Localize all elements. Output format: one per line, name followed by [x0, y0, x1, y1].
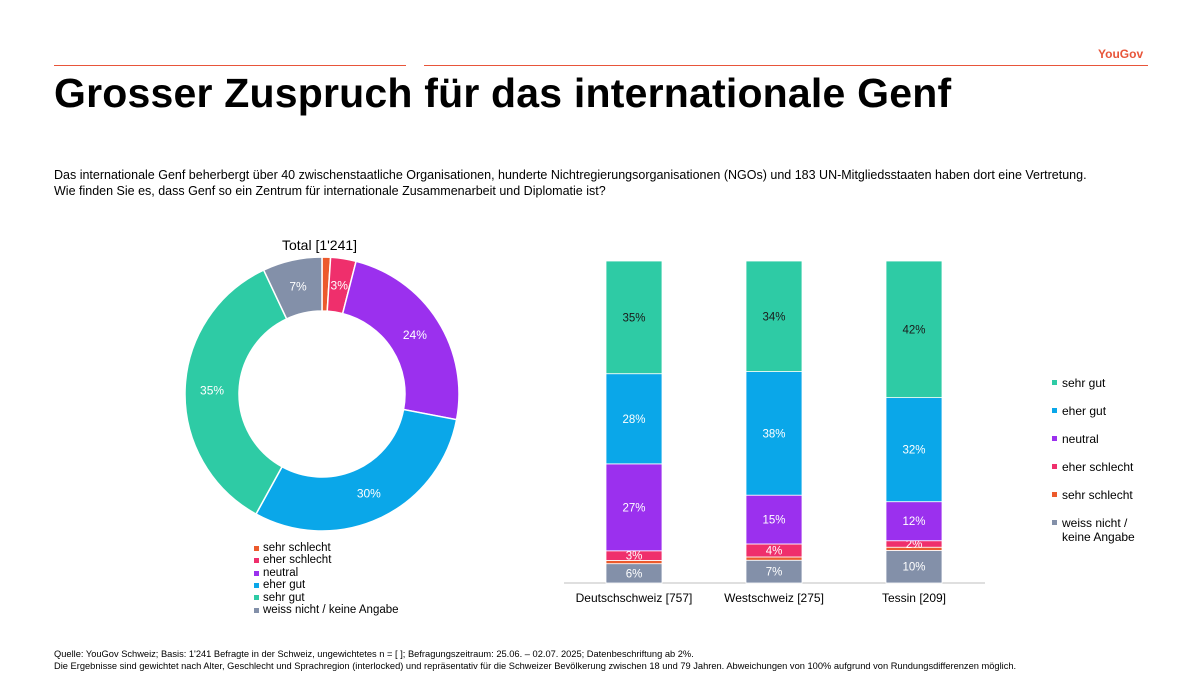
- intro-line: Das internationale Genf beherbergt über …: [54, 168, 1087, 182]
- bar-segment-eher-gut: [605, 373, 663, 465]
- bar-segment-neutral: [885, 501, 943, 542]
- bar-label-neutral: 12%: [902, 516, 925, 528]
- legend-swatch: [254, 582, 259, 588]
- bar-label-eher-schlecht: 4%: [766, 545, 783, 557]
- donut-label-eher-schlecht: 3%: [331, 278, 349, 292]
- legend-label: eher gut: [1062, 404, 1107, 418]
- x-tick-label: Westschweiz [275]: [724, 591, 824, 605]
- legend-label: weiss nicht / keine Angabe: [263, 604, 399, 617]
- bar-legend-item-weiss-nicht-keine-angabe: weiss nicht / keine Angabe: [1052, 516, 1162, 544]
- legend-swatch: [254, 545, 259, 551]
- bar-label-neutral: 27%: [622, 502, 645, 514]
- x-tick-label: Deutschschweiz [757]: [576, 591, 693, 605]
- bar-label-eher-schlecht: 3%: [626, 551, 643, 563]
- legend-label: sehr gut: [1062, 376, 1106, 390]
- donut-title: Total [1'241]: [282, 237, 358, 253]
- bar-legend-item-eher-gut: eher gut: [1052, 404, 1162, 418]
- bar-legend-item-neutral: neutral: [1052, 432, 1162, 446]
- bar-label-neutral: 15%: [762, 515, 785, 527]
- donut-slice-neutral: [341, 260, 460, 421]
- bar-label-eher-gut: 38%: [762, 428, 785, 440]
- bar-legend-item-eher-schlecht: eher schlecht: [1052, 460, 1162, 474]
- donut-label-eher-gut: 30%: [357, 487, 381, 501]
- bar-label-sehr-gut: 35%: [622, 312, 645, 324]
- bar-label-weiss-nicht-keine-angabe: 10%: [902, 562, 925, 574]
- intro-text: Das internationale Genf beherbergt über …: [54, 168, 1154, 199]
- donut-legend-item-neutral: neutral: [254, 567, 399, 579]
- legend-swatch: [254, 607, 259, 613]
- footnote: Quelle: YouGov Schweiz; Basis: 1'241 Bef…: [54, 648, 1016, 672]
- donut-label-sehr-gut: 35%: [200, 384, 224, 398]
- bar-label-eher-schlecht: 2%: [906, 539, 923, 551]
- bar-legend-item-sehr-gut: sehr gut: [1052, 376, 1162, 390]
- donut-legend-item-weiss-nicht-keine-angabe: weiss nicht / keine Angabe: [254, 604, 399, 616]
- bar-segment-sehr-gut: [605, 260, 663, 375]
- legend-label: weiss nicht / keine Angabe: [1062, 516, 1135, 544]
- legend-swatch: [254, 595, 259, 601]
- bar-legend: sehr gut eher gut neutral eher schlecht sehr…: [1052, 376, 1162, 558]
- header-rule-left: [54, 65, 406, 66]
- bar-segment-eher-gut: [885, 397, 943, 503]
- donut-legend: sehr schlecht eher schlecht neutral eher gu…: [254, 542, 399, 616]
- brand-logo: YouGov: [1098, 47, 1144, 61]
- survey-question: Wie finden Sie es, dass Genf so ein Zent…: [54, 183, 606, 198]
- bar-label-eher-gut: 28%: [622, 414, 645, 426]
- bar-segment-sehr-gut: [745, 260, 803, 372]
- legend-swatch: [1052, 492, 1057, 497]
- x-tick-label: Tessin [209]: [882, 591, 946, 605]
- donut-label-weiss-nicht-keine-angabe: 7%: [289, 280, 307, 294]
- donut-legend-item-sehr-schlecht: sehr schlecht: [254, 542, 399, 554]
- donut-legend-item-sehr-gut: sehr gut: [254, 592, 399, 604]
- source-note: Quelle: YouGov Schweiz; Basis: 1'241 Bef…: [54, 649, 694, 659]
- bar-label-sehr-gut: 42%: [902, 324, 925, 336]
- legend-label: eher schlecht: [1062, 460, 1134, 474]
- legend-swatch: [1052, 380, 1057, 385]
- bar-segment-neutral: [605, 463, 663, 552]
- bar-legend-item-sehr-schlecht: sehr schlecht: [1052, 488, 1162, 502]
- header-rule-right: [424, 65, 1148, 66]
- legend-label: eher schlecht: [263, 554, 332, 567]
- legend-label: sehr schlecht: [1062, 488, 1133, 502]
- page-title: Grosser Zuspruch für das internationale …: [54, 70, 952, 116]
- donut-slice-weiss-nicht-keine-angabe: [262, 256, 323, 320]
- bar-segment-sehr-gut: [885, 260, 943, 399]
- legend-swatch: [254, 570, 259, 576]
- legend-label: neutral: [263, 566, 299, 579]
- bar-label-sehr-gut: 34%: [762, 311, 785, 323]
- legend-swatch: [254, 558, 259, 564]
- donut-legend-item-eher-schlecht: eher schlecht: [254, 554, 399, 566]
- donut-slice-sehr-gut: [184, 269, 288, 516]
- donut-slice-eher-gut: [254, 408, 458, 532]
- legend-swatch: [1052, 436, 1057, 441]
- weighting-note: Die Ergebnisse sind gewichtet nach Alter…: [54, 661, 1017, 671]
- legend-label: sehr schlecht: [263, 542, 331, 554]
- legend-swatch: [1052, 408, 1057, 413]
- bar-segment-neutral: [745, 494, 803, 545]
- bar-label-weiss-nicht-keine-angabe: 6%: [626, 568, 643, 580]
- bar-label-eher-gut: 32%: [902, 445, 925, 457]
- legend-swatch: [1052, 520, 1057, 525]
- legend-label: eher gut: [263, 579, 306, 592]
- donut-legend-item-eher-gut: eher gut: [254, 579, 399, 591]
- bar-label-weiss-nicht-keine-angabe: 7%: [766, 567, 783, 579]
- legend-swatch: [1052, 464, 1057, 469]
- legend-label: sehr gut: [263, 591, 305, 604]
- donut-label-neutral: 24%: [403, 328, 427, 342]
- legend-label: neutral: [1062, 432, 1099, 446]
